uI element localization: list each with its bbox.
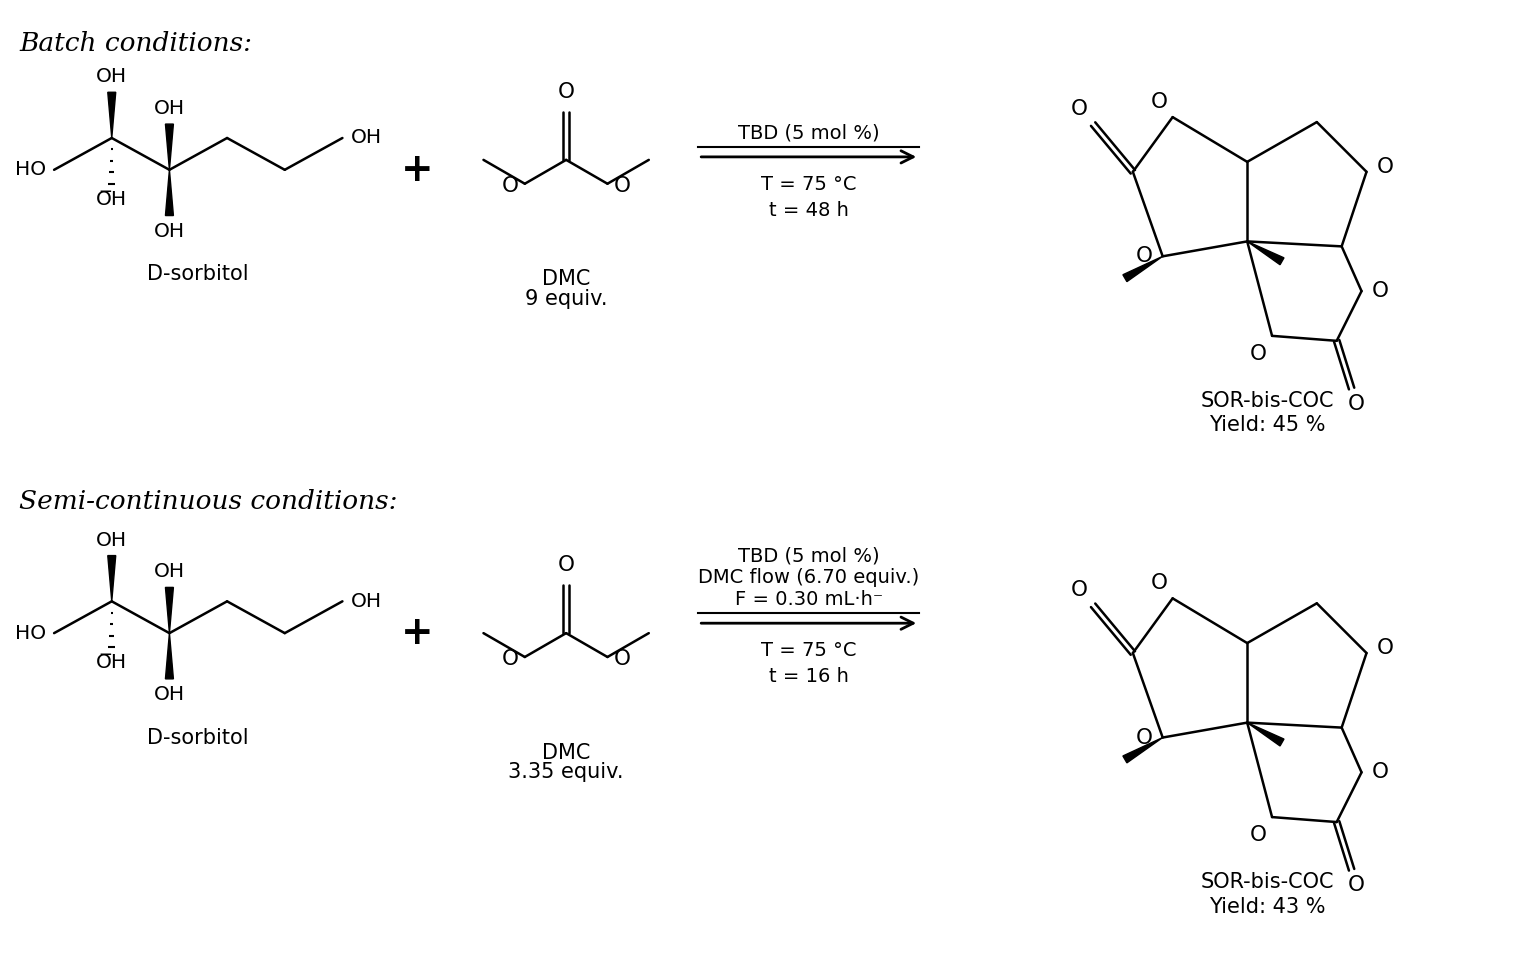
Text: OH: OH: [154, 684, 185, 704]
Text: O: O: [1371, 281, 1388, 301]
Polygon shape: [1122, 257, 1162, 282]
Text: DMC flow (6.70 equiv.): DMC flow (6.70 equiv.): [698, 568, 920, 588]
Polygon shape: [165, 169, 174, 216]
Text: OH: OH: [351, 129, 381, 147]
Text: O: O: [1151, 573, 1168, 593]
Text: HO: HO: [15, 623, 46, 643]
Text: F = 0.30 mL·h⁻: F = 0.30 mL·h⁻: [735, 590, 883, 609]
Polygon shape: [1122, 738, 1162, 763]
Polygon shape: [1247, 241, 1284, 264]
Text: O: O: [1371, 763, 1388, 782]
Text: Yield: 45 %: Yield: 45 %: [1209, 415, 1325, 436]
Text: DMC: DMC: [541, 269, 590, 289]
Text: Yield: 43 %: Yield: 43 %: [1209, 896, 1325, 917]
Text: 3.35 equiv.: 3.35 equiv.: [508, 763, 624, 782]
Text: Batch conditions:: Batch conditions:: [20, 31, 252, 55]
Text: OH: OH: [154, 99, 185, 118]
Text: O: O: [502, 649, 518, 669]
Text: HO: HO: [15, 161, 46, 179]
Text: OH: OH: [96, 530, 127, 550]
Text: T = 75 °C: T = 75 °C: [761, 175, 857, 194]
Text: TBD (5 mol %): TBD (5 mol %): [738, 547, 880, 565]
Text: T = 75 °C: T = 75 °C: [761, 641, 857, 660]
Text: t = 48 h: t = 48 h: [769, 200, 849, 220]
Text: O: O: [1348, 394, 1365, 413]
Text: OH: OH: [154, 562, 185, 582]
Text: t = 16 h: t = 16 h: [769, 667, 849, 686]
Text: O: O: [558, 556, 575, 575]
Text: Semi-continuous conditions:: Semi-continuous conditions:: [20, 489, 398, 514]
Text: O: O: [1071, 581, 1089, 600]
Text: +: +: [401, 151, 433, 189]
Polygon shape: [165, 588, 174, 633]
Text: SOR-bis-COC: SOR-bis-COC: [1200, 390, 1334, 410]
Text: O: O: [1348, 875, 1365, 894]
Text: O: O: [1136, 246, 1153, 266]
Text: O: O: [502, 176, 518, 196]
Text: OH: OH: [351, 591, 381, 611]
Text: DMC: DMC: [541, 742, 590, 763]
Text: O̅H: O̅H: [96, 190, 127, 209]
Text: OH: OH: [154, 222, 185, 240]
Polygon shape: [108, 92, 116, 138]
Text: D-sorbitol: D-sorbitol: [148, 264, 249, 285]
Text: 9 equiv.: 9 equiv.: [525, 289, 607, 309]
Polygon shape: [108, 556, 116, 601]
Text: O: O: [1377, 638, 1394, 658]
Text: TBD (5 mol %): TBD (5 mol %): [738, 124, 880, 143]
Text: O: O: [1377, 157, 1394, 177]
Polygon shape: [165, 124, 174, 169]
Text: O: O: [1071, 99, 1089, 119]
Polygon shape: [165, 633, 174, 679]
Text: O: O: [613, 649, 630, 669]
Text: OH: OH: [96, 68, 127, 86]
Text: O: O: [1136, 728, 1153, 747]
Text: D-sorbitol: D-sorbitol: [148, 728, 249, 747]
Text: O: O: [613, 176, 630, 196]
Text: O: O: [558, 82, 575, 103]
Text: O: O: [1151, 92, 1168, 112]
Text: SOR-bis-COC: SOR-bis-COC: [1200, 872, 1334, 892]
Polygon shape: [1247, 723, 1284, 746]
Text: O: O: [1250, 344, 1267, 364]
Text: +: +: [401, 614, 433, 652]
Text: O̅H: O̅H: [96, 653, 127, 672]
Text: O: O: [1250, 825, 1267, 845]
